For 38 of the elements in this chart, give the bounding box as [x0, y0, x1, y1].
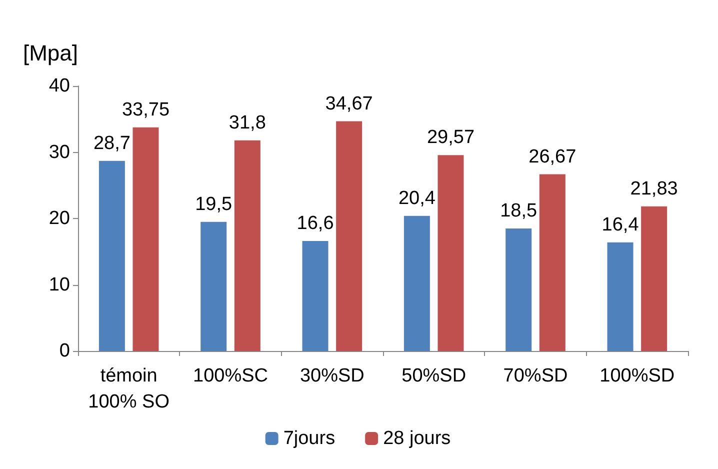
data-label: 16,4	[602, 214, 640, 236]
y-tick-label: 0	[59, 340, 70, 362]
bar	[98, 160, 125, 351]
x-tick-label: 70%SD	[503, 366, 568, 386]
legend-label: 28 jours	[383, 428, 451, 449]
data-label: 16,6	[296, 213, 334, 234]
bar	[438, 155, 464, 351]
data-label: 26,67	[528, 146, 576, 168]
x-tick-label: 30%SD	[300, 366, 364, 386]
x-tick-label: 100%SD	[600, 366, 675, 386]
data-label: 20,4	[398, 188, 436, 209]
bar	[539, 174, 566, 351]
y-tick-label: 10	[48, 274, 70, 296]
data-label: 29,57	[426, 127, 475, 148]
x-tick-label: témoin 100% SO	[88, 366, 170, 412]
y-tick-label: 30	[48, 142, 70, 163]
legend-label: 7jours	[283, 428, 336, 449]
bar	[200, 222, 227, 351]
data-label: 34,67	[325, 93, 373, 114]
x-tick-label: 100%SC	[193, 366, 268, 386]
bar	[404, 216, 430, 351]
bar	[336, 121, 362, 351]
bar	[132, 127, 159, 351]
y-axis-title: [Mpa]	[22, 40, 78, 66]
x-tick-label: 50%SD	[402, 366, 466, 386]
data-label: 21,83	[630, 178, 678, 200]
bar	[506, 228, 532, 351]
data-label: 31,8	[228, 112, 266, 134]
data-label: 33,75	[122, 99, 170, 120]
bar	[234, 140, 260, 351]
y-tick-label: 40	[48, 76, 70, 96]
bar	[641, 206, 668, 351]
y-tick-label: 20	[48, 208, 70, 229]
bar	[302, 241, 328, 351]
data-label: 18,5	[500, 200, 538, 222]
bar	[607, 242, 634, 351]
data-label: 19,5	[195, 194, 232, 215]
data-label: 28,7	[93, 132, 130, 154]
